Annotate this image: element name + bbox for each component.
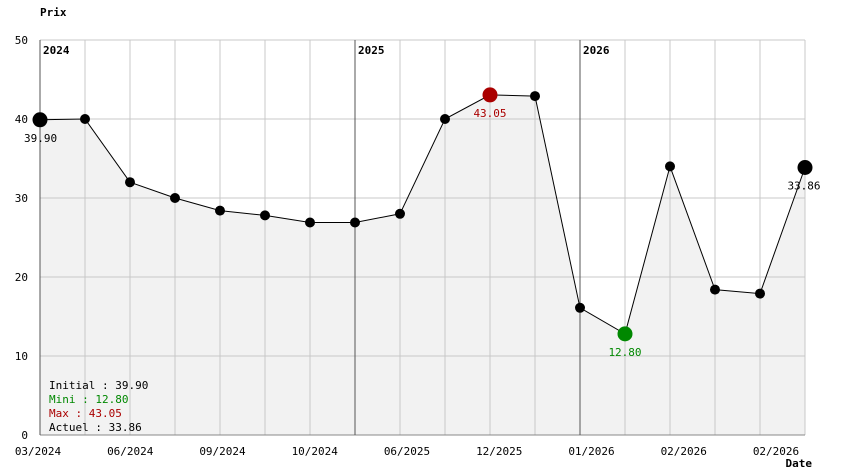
summary-min: Mini : 12.80	[49, 393, 128, 406]
data-point	[710, 284, 720, 295]
data-label-max: 43.05	[473, 107, 506, 120]
x-tick-label: 02/2026	[661, 445, 707, 458]
y-tick-label: 0	[21, 429, 28, 442]
data-point-max	[482, 87, 498, 103]
summary-current: Actuel : 33.86	[49, 421, 142, 434]
data-point	[575, 302, 585, 313]
data-point-current	[797, 160, 813, 176]
x-tick-label: 12/2025	[476, 445, 522, 458]
x-tick-label: 03/2024	[15, 445, 62, 458]
data-point	[215, 205, 225, 216]
data-label-initial: 39.90	[24, 132, 57, 145]
data-point	[665, 161, 675, 172]
data-point	[755, 288, 765, 299]
x-axis-label: Date	[786, 457, 813, 470]
data-point	[440, 114, 450, 124]
series-line	[39, 94, 806, 335]
year-label: 2025	[358, 44, 385, 57]
y-axis-label: Prix	[40, 6, 67, 19]
data-point	[395, 208, 405, 219]
year-label: 2026	[583, 44, 610, 57]
data-point-initial	[32, 112, 48, 128]
y-tick-label: 20	[15, 271, 28, 284]
data-point	[170, 193, 180, 203]
data-point	[80, 114, 90, 124]
year-label: 2024	[43, 44, 70, 57]
data-label-min: 12.80	[608, 346, 641, 359]
x-tick-label: 09/2024	[199, 445, 246, 458]
x-tick-label: 06/2025	[384, 445, 430, 458]
area-fill	[40, 94, 805, 435]
data-point	[350, 217, 360, 228]
x-tick-label: 02/2026	[753, 445, 799, 458]
data-point	[125, 177, 135, 188]
data-point	[530, 91, 540, 102]
data-point	[305, 217, 315, 228]
data-point-min	[617, 326, 633, 342]
summary-max: Max : 43.05	[49, 407, 122, 420]
x-tick-label: 06/2024	[107, 445, 154, 458]
x-tick-label: 01/2026	[568, 445, 614, 458]
summary-initial: Initial : 39.90	[49, 379, 148, 392]
data-label-current: 33.86	[787, 180, 820, 193]
x-tick-label: 10/2024	[292, 445, 339, 458]
y-tick-label: 30	[15, 192, 28, 205]
y-tick-label: 50	[15, 34, 28, 47]
y-tick-label: 10	[15, 350, 28, 363]
y-tick-label: 40	[15, 113, 28, 126]
data-point	[260, 210, 270, 221]
